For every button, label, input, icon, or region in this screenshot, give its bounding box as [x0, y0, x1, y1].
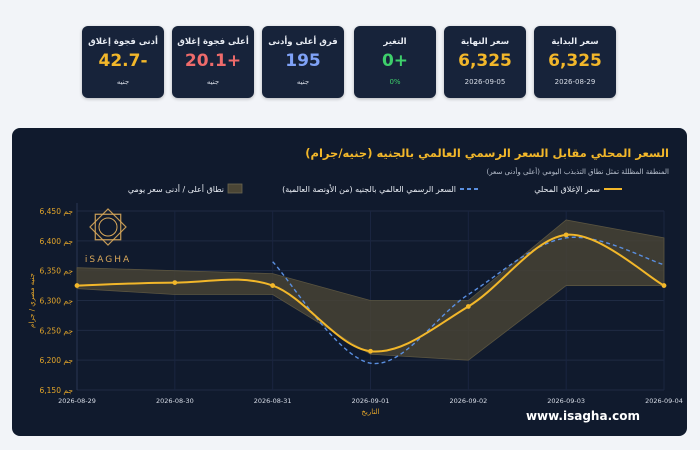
chart-subtitle: المنطقة المظللة تمثل نطاق التذبذب اليومي…	[486, 168, 669, 176]
card-max-closing-gap: أعلى فجوة إغلاق 20.1+ جنيه	[172, 26, 254, 98]
data-point-local-close	[661, 283, 667, 288]
stats-cards-row: أدنى فجوة إغلاق 42.7- جنيه أعلى فجوة إغل…	[82, 26, 616, 98]
y-tick-label: 6,200 جم	[40, 356, 74, 365]
card-end-price: سعر النهاية 6,325 2026-09-05	[444, 26, 526, 98]
x-tick-label: 2026-08-30	[156, 397, 194, 405]
data-point-local-close	[74, 283, 80, 288]
card-sub: جنيه	[206, 78, 220, 86]
card-title: فرق أعلى وأدنى	[268, 37, 338, 47]
logo-icon	[94, 213, 122, 241]
card-title: سعر النهاية	[460, 37, 510, 47]
legend-label: سعر الإغلاق المحلي	[534, 185, 600, 195]
card-sub: 2026-09-05	[464, 78, 506, 86]
data-point-local-close	[270, 283, 276, 288]
chart-panel: السعر المحلي مقابل السعر الرسمي العالمي …	[12, 128, 687, 436]
data-point-local-close	[465, 304, 471, 309]
chart-title: السعر المحلي مقابل السعر الرسمي العالمي …	[305, 146, 669, 160]
card-value: 6,325	[458, 51, 512, 71]
y-tick-label: 6,150 جم	[40, 386, 74, 395]
card-value: 42.7-	[98, 51, 148, 71]
card-sub: 0%	[389, 78, 401, 86]
card-title: التغير	[383, 37, 407, 47]
website-text: www.isagha.com	[525, 409, 640, 423]
data-point-local-close	[368, 348, 373, 354]
card-start-price: سعر البداية 6,325 2026-08-29	[534, 26, 616, 98]
y-tick-label: 6,450 جم	[40, 207, 74, 216]
card-title: سعر البداية	[551, 37, 599, 47]
data-point-local-close	[563, 232, 569, 238]
x-axis-label: التاريخ	[361, 408, 379, 416]
card-value: 6,325	[548, 51, 602, 71]
card-change: التغير 0+ 0%	[354, 26, 436, 98]
y-tick-label: 6,250 جم	[40, 326, 74, 335]
x-tick-label: 2026-09-03	[547, 397, 585, 405]
chart-svg: 6,150 جم 6,200 جم 6,250 جم 6,300 جم 6,350 جم…	[28, 183, 683, 416]
card-sub: 2026-08-29	[554, 78, 596, 86]
legend-swatch-band	[227, 183, 243, 194]
logo-text: iSAGHA	[85, 255, 131, 265]
x-tick-label: 2026-09-02	[449, 397, 487, 405]
card-sub: جنيه	[116, 78, 130, 86]
card-high-low-range: فرق أعلى وأدنى 195 جنيه	[262, 26, 344, 98]
x-tick-label: 2026-08-31	[254, 397, 292, 405]
legend-label: السعر الرسمي العالمي بالجنيه (من الأونصة…	[282, 184, 456, 194]
card-value: 20.1+	[184, 51, 242, 71]
logo-icon	[89, 208, 127, 246]
x-tick-label: 2026-09-01	[352, 397, 390, 405]
card-title: أعلى فجوة إغلاق	[177, 37, 249, 47]
logo-icon	[98, 217, 118, 237]
card-value: 0+	[381, 51, 409, 71]
card-title: أدنى فجوة إغلاق	[88, 37, 158, 47]
y-tick-label: 6,350 جم	[40, 267, 74, 276]
x-tick-label: 2026-09-04	[645, 397, 683, 405]
y-axis-label: جنيه مصري / جرام	[28, 273, 36, 328]
data-point-local-close	[172, 280, 178, 285]
card-sub: جنيه	[296, 78, 310, 86]
y-tick-label: 6,400 جم	[40, 237, 74, 246]
x-tick-label: 2026-08-29	[58, 397, 96, 405]
y-tick-label: 6,300 جم	[40, 297, 74, 306]
legend-label: نطاق أعلى / أدنى سعر يومي	[128, 184, 224, 194]
card-min-closing-gap: أدنى فجوة إغلاق 42.7- جنيه	[82, 26, 164, 98]
card-value: 195	[285, 51, 321, 71]
